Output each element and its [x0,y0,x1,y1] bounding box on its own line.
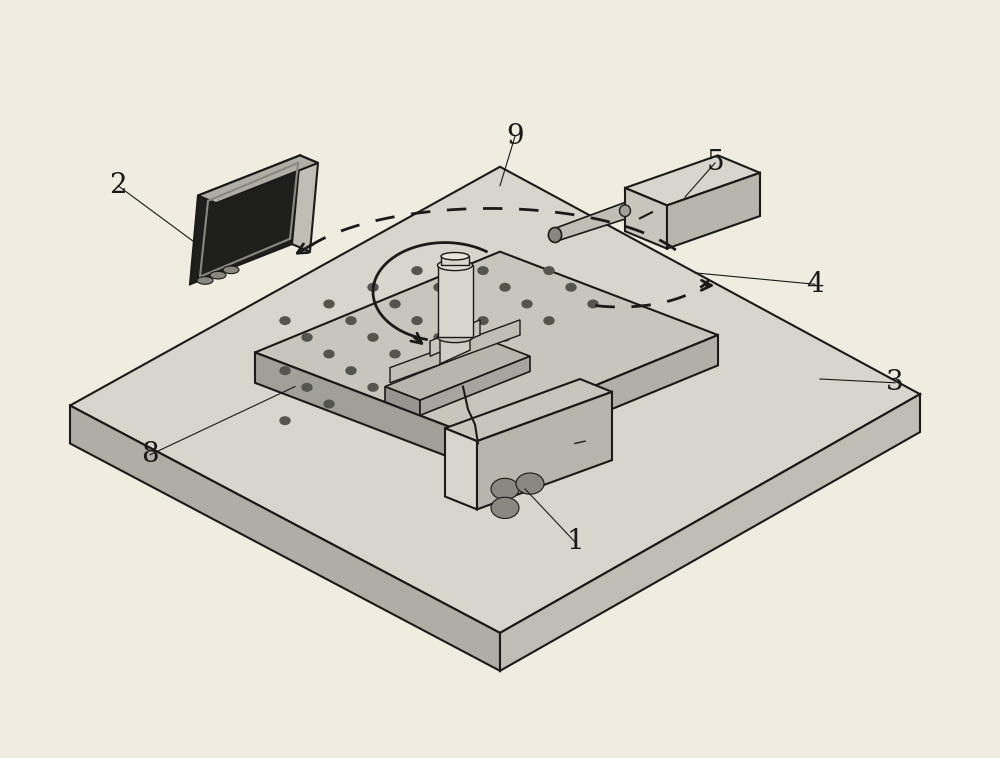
Circle shape [280,417,290,424]
Circle shape [368,384,378,391]
Polygon shape [445,428,477,509]
Polygon shape [477,392,612,509]
Text: 9: 9 [506,123,524,150]
Circle shape [456,300,466,308]
Polygon shape [473,335,718,466]
Polygon shape [420,356,530,415]
Polygon shape [385,387,420,415]
Ellipse shape [548,227,562,243]
Ellipse shape [438,260,473,271]
Circle shape [368,334,378,341]
Text: 1: 1 [566,528,584,556]
Circle shape [516,473,544,494]
Circle shape [544,317,554,324]
Circle shape [478,267,488,274]
Polygon shape [390,320,520,383]
Ellipse shape [620,205,631,217]
Polygon shape [255,352,473,466]
Circle shape [280,367,290,374]
Ellipse shape [438,332,473,343]
Text: 2: 2 [109,172,127,199]
Circle shape [324,350,334,358]
Circle shape [412,267,422,274]
Circle shape [500,283,510,291]
Ellipse shape [223,266,239,274]
Polygon shape [625,155,760,205]
Ellipse shape [441,252,469,260]
Text: 4: 4 [806,271,824,298]
Ellipse shape [197,277,213,284]
Circle shape [544,267,554,274]
Polygon shape [438,265,473,337]
Polygon shape [625,188,667,249]
Circle shape [346,367,356,374]
Polygon shape [70,167,920,633]
Circle shape [302,334,312,341]
Polygon shape [292,155,318,252]
Polygon shape [190,155,300,284]
Polygon shape [198,155,318,203]
Circle shape [302,384,312,391]
Ellipse shape [210,271,226,279]
Circle shape [324,400,334,408]
Polygon shape [430,320,480,356]
Polygon shape [255,252,718,436]
Polygon shape [440,320,470,364]
Circle shape [346,317,356,324]
Circle shape [491,497,519,518]
Text: 3: 3 [886,369,904,396]
Circle shape [434,283,444,291]
Polygon shape [500,394,920,671]
Polygon shape [667,173,760,249]
Circle shape [566,283,576,291]
Circle shape [368,283,378,291]
Circle shape [500,334,510,341]
Circle shape [390,300,400,308]
Circle shape [324,300,334,308]
Polygon shape [445,379,612,441]
Circle shape [412,367,422,374]
Circle shape [434,334,444,341]
Circle shape [522,300,532,308]
Polygon shape [441,256,469,265]
Circle shape [412,317,422,324]
Text: 5: 5 [706,149,724,177]
Circle shape [390,350,400,358]
Circle shape [588,300,598,308]
Polygon shape [385,343,530,400]
Circle shape [478,317,488,324]
Circle shape [280,317,290,324]
Polygon shape [555,202,625,242]
Circle shape [456,350,466,358]
Circle shape [491,478,519,500]
Text: 8: 8 [141,441,159,468]
Polygon shape [70,406,500,671]
